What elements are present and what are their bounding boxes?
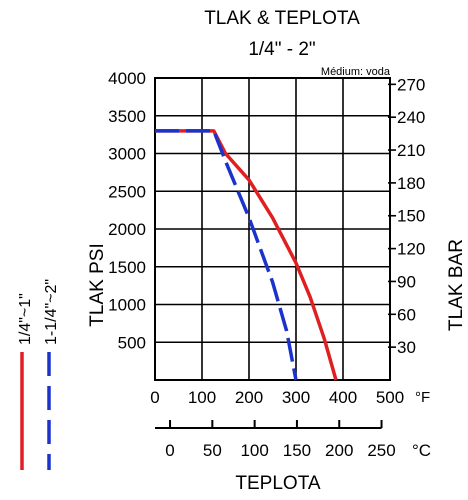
y-axis-label-right: TLAK BAR [446,239,467,331]
plot-border [154,77,391,381]
psi-tick-label: 3500 [108,107,146,126]
bar-tick-label: 150 [397,207,425,226]
bar-tick-label: 210 [397,141,425,160]
bar-tick-label: 120 [397,240,425,259]
fahrenheit-tick-label: 0 [150,388,159,407]
legend-label-2: 1-1/4"~2" [43,279,60,345]
chart-title: TLAK & TEPLOTA [204,8,360,29]
fahrenheit-tick-label: 300 [282,388,310,407]
x-unit-c: °C [412,441,431,460]
psi-tick-label: 2000 [108,220,146,239]
celsius-tick-label: 50 [203,441,222,460]
fahrenheit-tick-label: 400 [329,388,357,407]
plot-frame [154,77,391,381]
legend: 1/4"~1" 1-1/4"~2" [17,279,60,470]
bar-tick-label: 90 [397,272,416,291]
bar-tick-label: 240 [397,108,425,127]
series-line-2 [155,129,298,381]
series-lines [155,129,338,381]
x-unit-f: °F [415,389,430,406]
bar-axis-ticks: 30 60 90 120 150 180 210 240 270 [388,75,425,357]
psi-tick-label: 1500 [108,258,146,277]
medium-note: Médium: voda [321,66,391,78]
celsius-axis: 0 50 100 150 200 250 [155,420,396,460]
psi-tick-label: 4000 [108,69,146,88]
celsius-tick-label: 250 [367,441,395,460]
fahrenheit-tick-label: 500 [376,388,404,407]
celsius-tick-label: 200 [325,441,353,460]
y-axis-label-left: TLAK PSI [87,243,108,326]
bar-tick-label: 30 [397,338,416,357]
celsius-tick-label: 0 [165,441,174,460]
plot-grid [155,78,390,380]
psi-tick-label: 500 [118,333,146,352]
legend-label-1: 1/4"~1" [17,293,34,345]
fahrenheit-tick-label: 200 [235,388,263,407]
psi-axis-ticks: 500 1000 1500 2000 2500 3000 3500 4000 [108,69,146,352]
psi-tick-label: 3000 [108,145,146,164]
fahrenheit-axis-ticks: 0 100 200 300 400 500 [150,388,404,407]
bar-tick-label: 180 [397,174,425,193]
x-axis-label: TEPLOTA [235,473,320,494]
chart-subtitle: 1/4" - 2" [248,39,315,60]
celsius-tick-label: 150 [283,441,311,460]
bar-tick-label: 270 [397,75,425,94]
fahrenheit-tick-label: 100 [188,388,216,407]
psi-tick-label: 1000 [108,296,146,315]
celsius-tick-label: 100 [240,441,268,460]
bar-tick-label: 60 [397,305,416,324]
psi-tick-label: 2500 [108,182,146,201]
